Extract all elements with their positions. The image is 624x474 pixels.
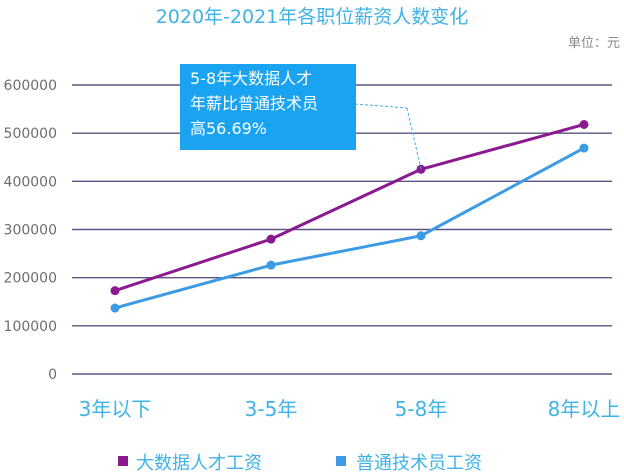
- legend-label-regular-tech: 普通技术员工资: [356, 453, 482, 474]
- annotation-line-1: 5-8年大数据人才: [190, 69, 312, 88]
- y-tick-label: 200000: [4, 271, 57, 287]
- annotation-connector-drop: [406, 107, 422, 170]
- data-point-0-2: [416, 164, 426, 174]
- annotation-box: [180, 64, 356, 150]
- legend-marker-big-data: [118, 456, 128, 466]
- y-tick-label: 100000: [4, 319, 57, 335]
- y-tick-label: 300000: [4, 223, 57, 239]
- y-axis: 0 100000 200000 300000 400000 500000 600000: [4, 78, 57, 383]
- data-point-0-1: [266, 234, 276, 244]
- chart-title: 2020年-2021年各职位薪资人数变化: [156, 6, 469, 28]
- x-tick-label: 3年以下: [79, 397, 152, 421]
- annotation-line-2: 年薪比普通技术员: [190, 94, 318, 113]
- series: [110, 119, 589, 313]
- y-tick-label: 500000: [4, 126, 57, 142]
- x-tick-label: 3-5年: [245, 397, 298, 421]
- legend-label-big-data: 大数据人才工资: [136, 453, 262, 474]
- data-point-1-1: [266, 260, 276, 270]
- data-point-1-2: [416, 231, 426, 241]
- y-tick-label: 600000: [4, 78, 57, 94]
- data-point-1-0: [110, 303, 120, 313]
- data-point-1-3: [579, 143, 589, 153]
- data-point-0-0: [110, 286, 120, 296]
- series-line-0: [114, 123, 585, 293]
- x-tick-label: 8年以上: [548, 397, 621, 421]
- data-point-0-3: [579, 119, 589, 129]
- annotation-line-3: 高56.69%: [190, 119, 267, 138]
- unit-label: 单位：元: [568, 36, 620, 51]
- y-tick-label: 400000: [4, 174, 57, 190]
- x-tick-label: 5-8年: [395, 397, 448, 421]
- legend: 大数据人才工资 普通技术员工资: [118, 453, 482, 474]
- annotation-callout: 5-8年大数据人才 年薪比普通技术员 高56.69%: [180, 64, 422, 170]
- y-tick-label: 0: [48, 367, 57, 383]
- annotation-connector: [354, 103, 408, 109]
- series-line-1: [114, 146, 585, 310]
- x-axis: 3年以下 3-5年 5-8年 8年以上: [79, 397, 621, 421]
- legend-marker-regular-tech: [336, 456, 346, 466]
